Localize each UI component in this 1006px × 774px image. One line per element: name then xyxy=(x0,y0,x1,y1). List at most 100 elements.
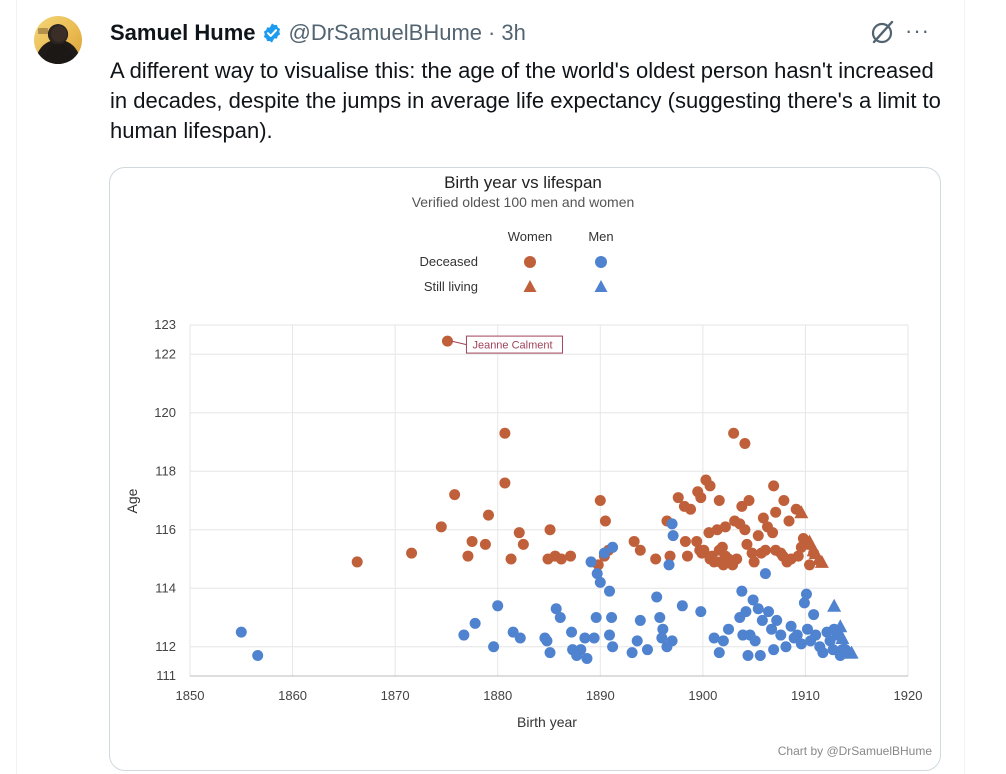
point-men-deceased xyxy=(606,612,618,623)
point-women-deceased xyxy=(746,547,758,559)
point-women-deceased xyxy=(768,480,780,492)
point-women-deceased xyxy=(565,550,577,562)
chart-title: Birth year vs lifespan xyxy=(444,173,602,192)
point-men-deceased xyxy=(654,612,666,623)
legend-header-women: Women xyxy=(508,229,553,244)
chart-image[interactable]: Birth year vs lifespan Verified oldest 1… xyxy=(109,167,941,771)
chart-credit: Chart by @DrSamuelBHume xyxy=(778,744,933,758)
point-women-deceased xyxy=(664,550,676,562)
x-tick-label: 1890 xyxy=(586,688,615,703)
author-name[interactable]: Samuel Hume xyxy=(110,20,256,45)
point-women-living xyxy=(794,505,809,519)
point-women-deceased xyxy=(351,556,363,568)
point-men-deceased xyxy=(780,641,792,653)
point-men-deceased xyxy=(759,568,771,580)
point-men-deceased xyxy=(579,632,591,644)
annotation-leader-line xyxy=(451,340,467,346)
point-men-deceased xyxy=(575,644,587,656)
point-men-deceased xyxy=(817,647,829,659)
legend-marker-men-living xyxy=(594,280,608,292)
point-men-deceased xyxy=(566,626,578,638)
point-men-deceased xyxy=(641,644,653,656)
point-women-deceased xyxy=(499,477,511,489)
point-women-deceased xyxy=(713,495,725,506)
x-axis-label: Birth year xyxy=(517,714,577,730)
annotation-box xyxy=(465,335,563,354)
point-men-deceased xyxy=(771,614,783,626)
point-women-deceased xyxy=(691,535,703,547)
chart-legend: Women Men Deceased Still living xyxy=(419,229,613,294)
y-axis-label: Age xyxy=(124,488,140,513)
point-men-deceased xyxy=(252,650,264,662)
point-men-deceased xyxy=(766,623,778,635)
y-axis-ticks: 111 112 114 116 118 120 122 123 xyxy=(154,317,176,683)
point-women-deceased xyxy=(555,553,567,565)
point-men-deceased xyxy=(801,623,813,635)
point-women-deceased xyxy=(441,335,453,347)
chart-subtitle: Verified oldest 100 men and women xyxy=(412,194,635,210)
legend-row-still-living: Still living xyxy=(424,279,478,294)
point-men-deceased xyxy=(607,641,619,653)
point-men-deceased xyxy=(708,632,720,644)
point-men-deceased xyxy=(666,635,678,647)
point-women-deceased xyxy=(594,495,606,506)
legend-header-men: Men xyxy=(588,229,613,244)
point-men-deceased xyxy=(604,629,616,641)
point-men-deceased xyxy=(598,547,610,559)
point-men-deceased xyxy=(713,647,725,659)
point-men-deceased xyxy=(768,644,780,656)
tweet-header: Samuel Hume @DrSamuelBHume · 3h xyxy=(110,18,526,48)
point-men-deceased xyxy=(785,620,797,632)
point-men-deceased xyxy=(235,626,247,638)
point-men-deceased xyxy=(676,600,688,612)
avatar[interactable] xyxy=(34,16,82,64)
point-women-deceased xyxy=(544,524,556,536)
point-women-deceased xyxy=(714,556,726,568)
point-women-deceased xyxy=(748,556,760,568)
point-men-deceased xyxy=(763,606,775,618)
point-women-deceased xyxy=(739,437,751,449)
point-women-deceased xyxy=(681,550,693,562)
point-men-deceased xyxy=(634,614,646,626)
point-men-deceased xyxy=(749,635,761,647)
tweet-time[interactable]: 3h xyxy=(501,20,526,45)
verified-badge-icon xyxy=(263,23,280,43)
x-axis-ticks: 1850 1860 1870 1880 1890 1900 1910 1920 xyxy=(176,688,923,703)
grok-icon[interactable] xyxy=(868,18,896,46)
point-men-deceased xyxy=(514,632,526,644)
y-tick-label: 120 xyxy=(154,405,176,420)
point-men-deceased xyxy=(581,652,593,664)
point-women-deceased xyxy=(804,559,816,571)
point-women-deceased xyxy=(466,535,478,547)
point-women-deceased xyxy=(783,515,795,527)
x-tick-label: 1880 xyxy=(483,688,512,703)
timeline-border-left xyxy=(16,0,17,774)
point-women-deceased xyxy=(757,512,769,524)
point-women-deceased xyxy=(739,524,751,536)
author-handle[interactable]: @DrSamuelBHume xyxy=(288,20,483,45)
point-women-deceased xyxy=(672,492,684,504)
point-women-deceased xyxy=(462,550,474,562)
point-men-deceased xyxy=(458,629,470,641)
point-women-deceased xyxy=(736,500,748,512)
point-men-living xyxy=(827,598,842,612)
point-men-deceased xyxy=(808,609,820,621)
y-tick-label: 122 xyxy=(154,346,176,361)
more-options-icon[interactable]: ··· xyxy=(905,18,930,43)
point-men-deceased xyxy=(550,603,562,615)
point-women-deceased xyxy=(479,538,491,550)
point-women-deceased xyxy=(695,492,707,504)
point-men-deceased xyxy=(585,556,597,568)
y-tick-label: 123 xyxy=(154,317,176,332)
point-men-deceased xyxy=(594,576,606,588)
point-men-deceased xyxy=(666,518,678,530)
point-men-deceased xyxy=(469,617,481,629)
point-men-deceased xyxy=(607,541,619,553)
legend-marker-women-living xyxy=(523,280,537,292)
x-tick-label: 1920 xyxy=(894,688,923,703)
point-women-deceased xyxy=(435,521,447,533)
point-men-deceased xyxy=(588,632,600,644)
point-men-deceased xyxy=(788,632,800,644)
point-women-deceased xyxy=(795,541,807,553)
x-tick-label: 1900 xyxy=(688,688,717,703)
